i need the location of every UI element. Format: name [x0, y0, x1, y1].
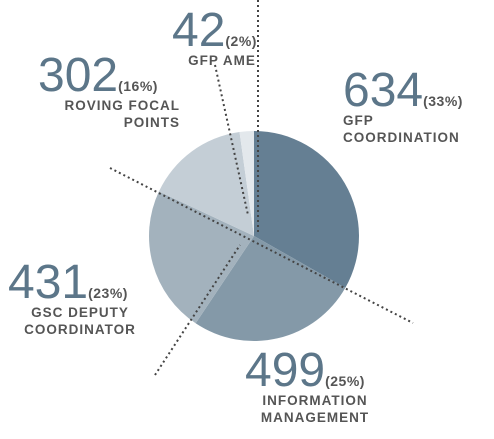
- percent-label: (33%): [423, 93, 463, 109]
- value: 431: [8, 256, 89, 309]
- value-label: 302(16%): [38, 52, 158, 107]
- percent-label: (25%): [325, 373, 365, 389]
- value: 634: [343, 64, 424, 117]
- pie-slice: [239, 131, 254, 236]
- pie-slice: [195, 236, 346, 341]
- value-label: 499(25%): [245, 347, 365, 402]
- pie-slice: [148, 191, 254, 324]
- value: 42: [172, 4, 226, 57]
- pie-slice: [158, 132, 254, 236]
- category-label: INFORMATION MANAGEMENT: [260, 393, 370, 425]
- value-label: 634(33%): [343, 67, 463, 122]
- pie-slice: [254, 131, 359, 288]
- category-label: GSC DEPUTY COORDINATOR: [24, 305, 136, 337]
- value-label: 42(2%): [172, 7, 257, 62]
- category-label: GFP AME: [188, 53, 256, 68]
- category-label: ROVING FOCAL POINTS: [64, 98, 180, 130]
- percent-label: (2%): [225, 33, 257, 49]
- leader-line: [214, 64, 249, 216]
- category-label: GFP COORDINATION: [343, 113, 460, 145]
- leader-line: [109, 167, 414, 324]
- leader-line: [154, 244, 241, 376]
- pie: [148, 131, 359, 341]
- percent-label: (23%): [88, 285, 128, 301]
- value-label: 431(23%): [8, 259, 128, 314]
- value: 302: [38, 49, 119, 102]
- leader-lines: [109, 0, 414, 376]
- percent-label: (16%): [118, 78, 158, 94]
- value: 499: [245, 344, 326, 397]
